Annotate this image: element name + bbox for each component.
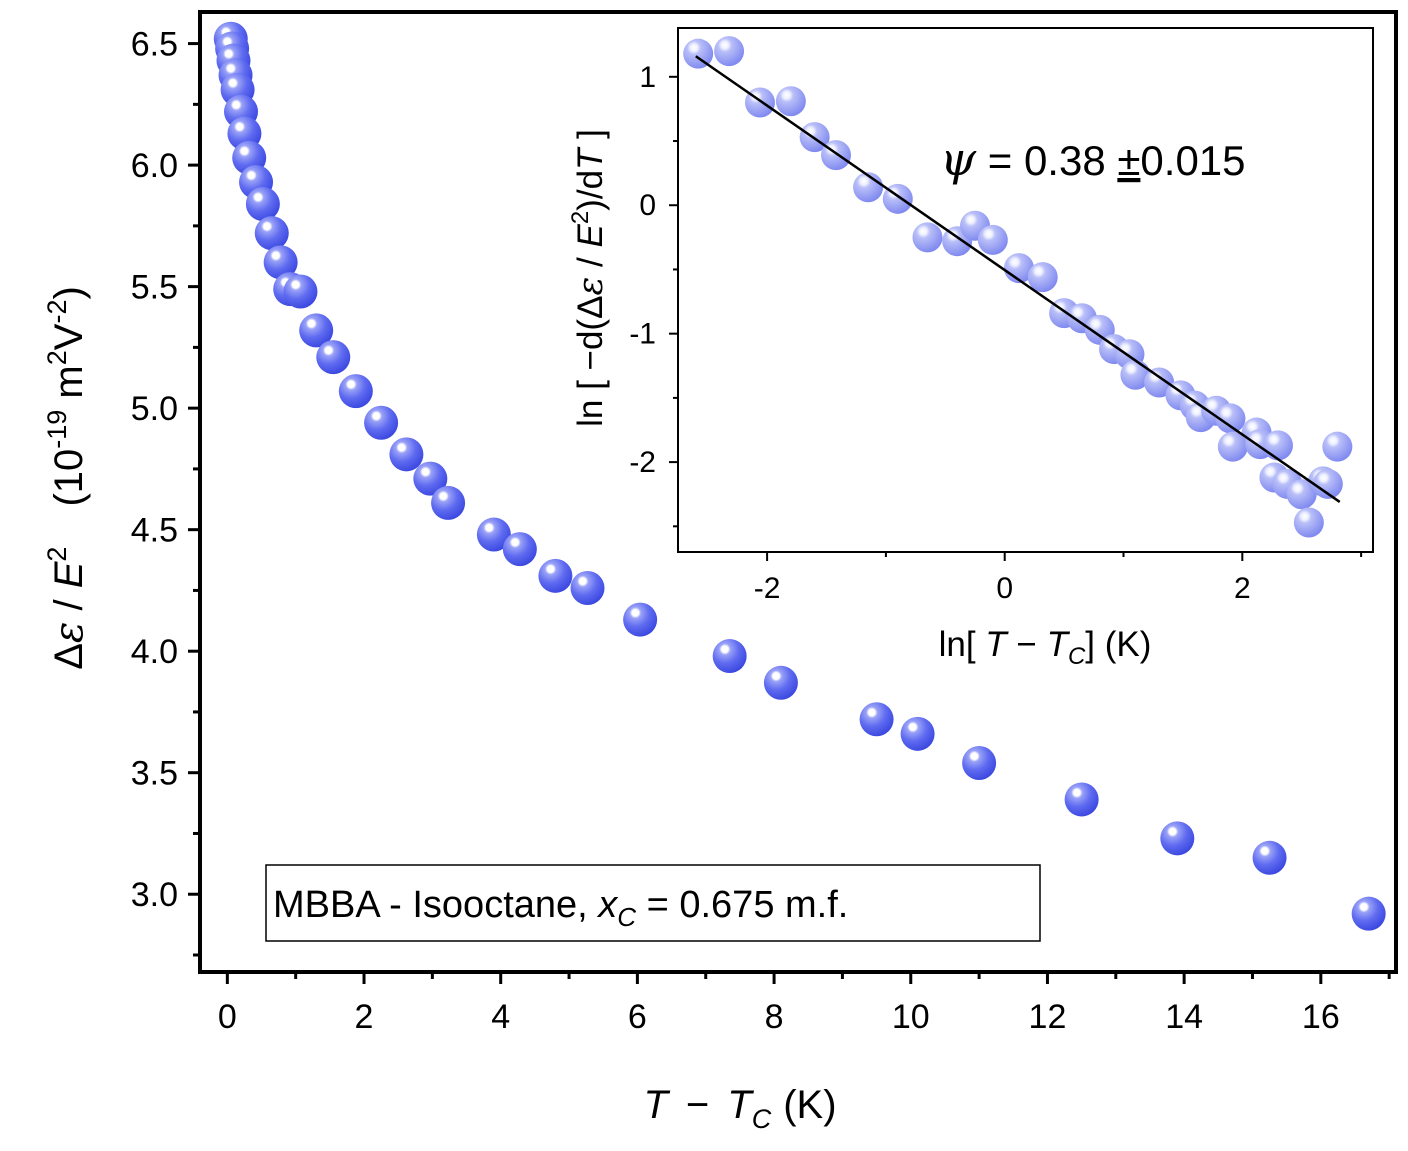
inset-data-point — [1262, 430, 1293, 461]
main-data-points — [213, 21, 1386, 931]
x-tick-label: 0 — [218, 998, 237, 1036]
main-chart: 0 2 4 6 8 10 12 14 16 3.03.54.04.55.05.56.06.5 M… — [42, 10, 1398, 1134]
y-tick-label: 6.5 — [131, 26, 178, 64]
main-data-point — [1351, 896, 1386, 931]
inset-data-point — [977, 224, 1008, 255]
inset-y-axis-label: ln [ −d(Δε / E2)/dT ] — [567, 129, 611, 427]
main-data-point — [962, 745, 997, 780]
inset-x-ticks: -2 0 2 — [754, 552, 1363, 605]
y-tick-label: 3.5 — [131, 755, 178, 793]
x-tick-label: 10 — [892, 998, 930, 1036]
x-tick-label: 0 — [996, 572, 1013, 605]
inset-data-point — [1215, 403, 1246, 434]
inset-data-point — [683, 38, 714, 69]
inset-data-point — [1120, 359, 1151, 390]
inset-data-point — [775, 86, 806, 117]
inset-data-point — [1027, 262, 1058, 293]
inset-data-point — [1293, 507, 1324, 538]
main-data-point — [413, 461, 448, 496]
y-tick-label: 1 — [639, 61, 656, 94]
main-annotation: MBBA - Isooctane, xC = 0.675 m.f. — [265, 864, 1041, 942]
main-y-ticks: 3.0 3.5 4.0 4.5 5.0 5.5 6.0 6.5 — [131, 26, 200, 957]
main-x-axis-label: T − TC (K) — [643, 1083, 836, 1134]
y-tick-label: 5.5 — [131, 269, 178, 307]
x-tick-label: 16 — [1302, 998, 1340, 1036]
y-tick-label: 4.0 — [131, 633, 178, 671]
x-tick-label: 4 — [491, 998, 510, 1036]
main-data-point — [431, 485, 466, 520]
x-tick-label: 14 — [1165, 998, 1203, 1036]
x-tick-label: 6 — [628, 998, 647, 1036]
main-data-point — [570, 571, 605, 605]
inset-chart: -2 0 2 -2 -1 0 1 ψ = 0.38 ±0.015 ln[ T − TC] … — [567, 27, 1374, 670]
main-data-point — [283, 274, 318, 309]
main-data-point — [712, 639, 747, 674]
y-tick-label: -2 — [629, 446, 656, 479]
inset-plot-frame — [677, 27, 1374, 553]
main-data-point — [538, 558, 573, 593]
main-y-axis-label: Δε / E2(10-19 m2V-2) — [42, 286, 92, 670]
main-data-point — [1064, 782, 1099, 817]
x-tick-label: 8 — [765, 998, 784, 1036]
inset-data-point — [1312, 468, 1343, 499]
main-plot-frame — [198, 10, 1398, 974]
main-data-point — [763, 665, 798, 700]
main-data-point — [502, 532, 537, 567]
main-data-point — [900, 716, 935, 751]
annotation-box — [265, 864, 1041, 942]
main-data-point — [263, 245, 298, 280]
main-data-point — [859, 702, 894, 737]
x-tick-label: 2 — [1234, 572, 1251, 605]
inset-data-point — [714, 36, 745, 67]
y-tick-label: 4.5 — [131, 512, 178, 550]
main-data-point — [1160, 821, 1195, 856]
main-data-point — [338, 374, 373, 409]
main-data-point — [245, 187, 280, 221]
main-data-point — [476, 517, 511, 552]
y-tick-label: 3.0 — [131, 876, 178, 914]
main-data-point — [316, 340, 351, 375]
y-tick-label: -1 — [629, 318, 656, 351]
y-tick-label: 6.0 — [131, 147, 178, 185]
inset-data-point — [1217, 431, 1248, 462]
y-tick-label: 5.0 — [131, 390, 178, 428]
main-data-point — [364, 405, 399, 440]
main-data-point — [389, 437, 424, 472]
x-tick-label: 12 — [1029, 998, 1067, 1036]
inset-data-point — [912, 222, 943, 253]
main-data-point — [623, 602, 658, 637]
inset-fit-line — [695, 55, 1341, 503]
inset-annotation: ψ = 0.38 ±0.015 — [940, 132, 1246, 186]
main-data-point — [254, 216, 289, 251]
x-tick-label: 2 — [355, 998, 374, 1036]
main-data-point — [1252, 840, 1287, 875]
x-tick-label: -2 — [754, 572, 781, 605]
inset-data-point — [1322, 431, 1353, 462]
main-data-point — [299, 313, 334, 348]
annotation-text: MBBA - Isooctane, xC = 0.675 m.f. — [273, 884, 848, 932]
main-x-ticks: 0 2 4 6 8 10 12 14 16 — [218, 972, 1391, 1036]
y-tick-label: 0 — [639, 189, 656, 222]
inset-y-ticks: -2 -1 0 1 — [629, 61, 678, 528]
inset-x-axis-label: ln[ T − TC] (K) — [939, 625, 1152, 670]
